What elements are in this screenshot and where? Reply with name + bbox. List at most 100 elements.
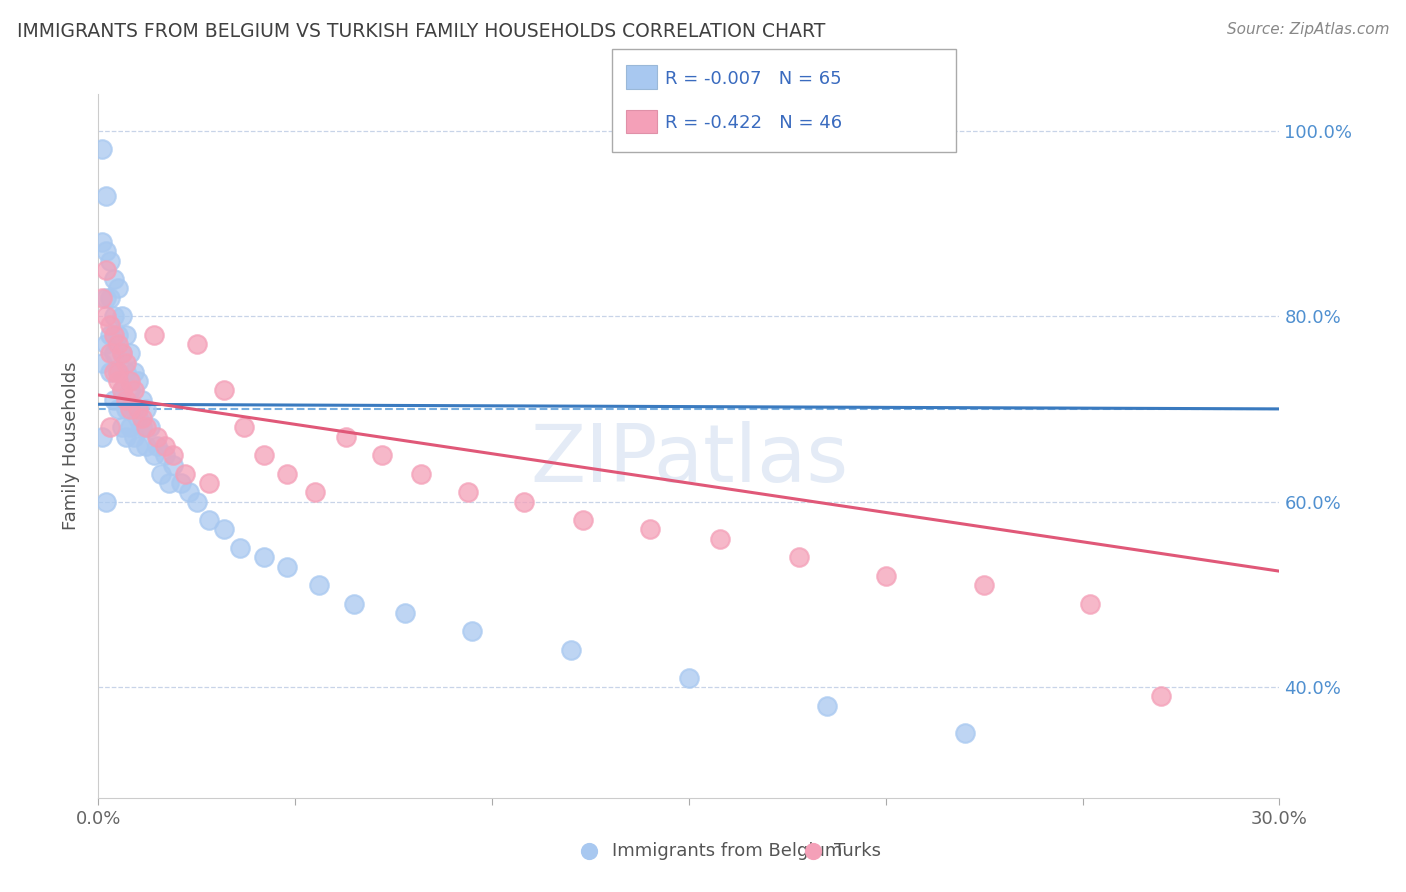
Point (111, 420, 134, 434)
Point (107, 365, 129, 379)
Point (135, 439, 157, 453)
Point (96, 337, 118, 351)
Point (115, 327, 138, 342)
Point (162, 448, 184, 462)
Point (815, 698, 838, 713)
Point (512, 494, 534, 508)
Point (103, 365, 125, 379)
Point (135, 401, 157, 416)
Point (118, 420, 141, 434)
Text: R = -0.007   N = 65: R = -0.007 N = 65 (665, 70, 842, 87)
Point (111, 346, 134, 360)
Point (96, 263, 118, 277)
Point (157, 476, 180, 491)
Point (343, 597, 366, 611)
Text: IMMIGRANTS FROM BELGIUM VS TURKISH FAMILY HOUSEHOLDS CORRELATION CHART: IMMIGRANTS FROM BELGIUM VS TURKISH FAMIL… (17, 22, 825, 41)
Point (394, 606, 416, 620)
Point (571, 513, 593, 527)
Point (1150, 690, 1173, 704)
Point (155, 448, 177, 462)
Point (118, 401, 141, 416)
Point (155, 439, 177, 453)
Point (709, 532, 731, 546)
Point (127, 411, 149, 425)
Point (127, 439, 149, 453)
Point (461, 624, 484, 639)
Y-axis label: Family Households: Family Households (62, 362, 80, 530)
Point (91, 291, 114, 305)
Point (115, 430, 138, 444)
Point (98, 346, 121, 360)
Point (150, 467, 173, 481)
Point (96, 291, 118, 305)
Point (118, 374, 141, 388)
Text: Source: ZipAtlas.com: Source: ZipAtlas.com (1226, 22, 1389, 37)
Point (98, 253, 121, 268)
Text: ZIPatlas: ZIPatlas (530, 421, 848, 500)
Point (953, 726, 976, 740)
Text: Immigrants from Belgium: Immigrants from Belgium (612, 842, 842, 860)
Point (115, 392, 138, 407)
Point (787, 550, 810, 565)
Point (177, 485, 200, 500)
Point (111, 309, 134, 323)
Point (111, 346, 134, 360)
Point (276, 559, 298, 574)
Point (96, 244, 118, 259)
Text: Turks: Turks (834, 842, 882, 860)
Point (103, 309, 125, 323)
Point (197, 513, 219, 527)
Point (253, 550, 276, 565)
Point (118, 384, 141, 398)
Point (96, 188, 118, 202)
Point (91, 430, 114, 444)
Point (973, 578, 995, 592)
Point (107, 327, 129, 342)
Point (127, 401, 149, 416)
Point (122, 430, 145, 444)
Point (411, 467, 433, 481)
Point (131, 420, 153, 434)
Point (197, 476, 219, 491)
Point (96, 494, 118, 508)
Point (103, 272, 125, 286)
Point (111, 384, 134, 398)
Point (98, 420, 121, 434)
Point (1080, 597, 1102, 611)
Point (127, 374, 149, 388)
Point (371, 448, 394, 462)
Point (107, 337, 129, 351)
Point (107, 281, 129, 295)
Point (142, 448, 165, 462)
Point (107, 365, 129, 379)
Point (560, 643, 582, 657)
Point (107, 374, 129, 388)
Point (115, 401, 138, 416)
Point (103, 346, 125, 360)
Point (98, 291, 121, 305)
Point (135, 420, 157, 434)
Point (103, 327, 125, 342)
Point (276, 467, 298, 481)
Point (131, 392, 153, 407)
Point (91, 355, 114, 369)
Point (146, 430, 169, 444)
Point (146, 439, 169, 453)
Point (96, 309, 118, 323)
Point (131, 411, 153, 425)
Point (214, 384, 236, 398)
Point (122, 384, 145, 398)
Point (115, 355, 138, 369)
Point (638, 523, 661, 537)
Point (115, 365, 138, 379)
Point (98, 318, 121, 333)
Point (107, 401, 129, 416)
Point (122, 365, 145, 379)
Point (118, 346, 141, 360)
Point (875, 569, 897, 583)
Point (162, 458, 184, 472)
Point (233, 420, 256, 434)
Point (91, 235, 114, 249)
Point (335, 430, 357, 444)
Point (186, 494, 208, 508)
